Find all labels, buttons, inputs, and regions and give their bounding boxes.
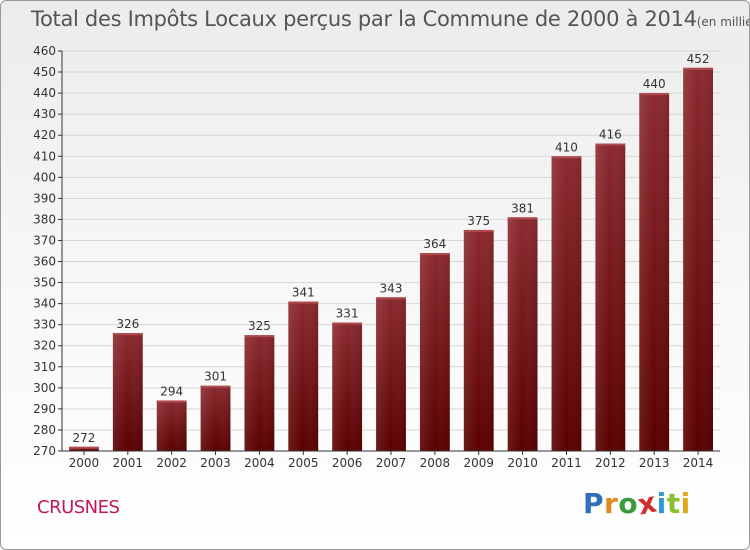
logo-letter: t bbox=[666, 487, 681, 520]
y-tick-label: 300 bbox=[33, 381, 56, 395]
x-tick-label-2010: 2010 bbox=[507, 456, 538, 470]
bar-shine-2002 bbox=[156, 400, 187, 451]
chart-title: Total des Impôts Locaux perçus par la Co… bbox=[31, 7, 749, 31]
bar-shine-2008 bbox=[419, 253, 450, 451]
bar-shine-2005 bbox=[288, 301, 319, 451]
y-tick-label: 370 bbox=[33, 233, 56, 247]
chart-title-main: Total des Impôts Locaux perçus par la Co… bbox=[31, 7, 697, 31]
y-tick-label: 450 bbox=[33, 65, 56, 79]
x-tick-label-2001: 2001 bbox=[113, 456, 144, 470]
logo-letter: r bbox=[604, 487, 619, 520]
bar-shine-2010 bbox=[507, 217, 538, 451]
logo-letter: o bbox=[618, 487, 639, 520]
bars bbox=[69, 67, 713, 452]
data-label-2002: 294 bbox=[160, 384, 183, 398]
axes: 270 280 290 300 310 320 330 340 350 360 370 380 390 4… bbox=[33, 44, 720, 470]
proxiti-logo: Proxiti bbox=[583, 485, 691, 521]
x-tick-label-2014: 2014 bbox=[683, 456, 714, 470]
data-label-2001: 326 bbox=[116, 317, 139, 331]
bar-shine-2011 bbox=[551, 156, 582, 451]
y-tick-label: 430 bbox=[33, 107, 56, 121]
data-labels: 272 326 294 301 325 341 331 343 364 375 381 410 416 4… bbox=[72, 52, 709, 445]
data-label-2010: 381 bbox=[511, 201, 534, 215]
y-tick-label: 440 bbox=[33, 86, 56, 100]
bar-cap-2000 bbox=[69, 446, 99, 449]
bar-cap-2010 bbox=[507, 217, 538, 220]
chart-title-unit: (en milliers d'€) bbox=[696, 15, 749, 29]
x-tick-label-2003: 2003 bbox=[200, 456, 231, 470]
bar-shine-2009 bbox=[463, 229, 494, 451]
data-label-2009: 375 bbox=[467, 214, 490, 228]
data-label-2013: 440 bbox=[643, 77, 666, 91]
data-label-2007: 343 bbox=[380, 281, 403, 295]
logo-letter: P bbox=[583, 487, 605, 520]
bar-shine-2000 bbox=[69, 446, 99, 451]
y-tick-label: 320 bbox=[33, 339, 56, 353]
bar-cap-2006 bbox=[332, 322, 363, 325]
bar-cap-2011 bbox=[551, 156, 582, 159]
x-tick-label-2013: 2013 bbox=[639, 456, 670, 470]
logo-letter: i bbox=[680, 487, 691, 520]
y-tick-label: 340 bbox=[33, 297, 56, 311]
bar-shine-2012 bbox=[595, 143, 626, 451]
x-tick-label-2004: 2004 bbox=[244, 456, 275, 470]
x-tick-label-2002: 2002 bbox=[156, 456, 187, 470]
bar-shine-2007 bbox=[376, 297, 406, 451]
y-tick-label: 360 bbox=[33, 255, 56, 269]
bar-cap-2013 bbox=[639, 93, 670, 96]
y-tick-label: 330 bbox=[33, 318, 56, 332]
x-tick-label-2006: 2006 bbox=[332, 456, 363, 470]
y-tick-label: 270 bbox=[33, 444, 56, 458]
bar-cap-2014 bbox=[683, 67, 713, 70]
x-tick-label-2009: 2009 bbox=[463, 456, 494, 470]
bar-cap-2007 bbox=[376, 297, 406, 300]
bar-shine-2006 bbox=[332, 322, 363, 451]
x-tick-label-2012: 2012 bbox=[595, 456, 626, 470]
bar-cap-2005 bbox=[288, 301, 319, 304]
bar-cap-2003 bbox=[200, 385, 231, 388]
y-tick-label: 390 bbox=[33, 191, 56, 205]
bar-shine-2014 bbox=[683, 67, 713, 451]
y-tick-label: 350 bbox=[33, 276, 56, 290]
data-label-2008: 364 bbox=[423, 237, 446, 251]
y-tick-label: 380 bbox=[33, 212, 56, 226]
y-tick-label: 420 bbox=[33, 128, 56, 142]
x-tick-label-2007: 2007 bbox=[376, 456, 407, 470]
data-label-2003: 301 bbox=[204, 370, 227, 384]
bar-cap-2002 bbox=[156, 400, 187, 403]
y-tick-label: 410 bbox=[33, 149, 56, 163]
bar-cap-2004 bbox=[244, 335, 275, 338]
data-label-2005: 341 bbox=[292, 286, 315, 300]
data-label-2004: 325 bbox=[248, 319, 271, 333]
bar-shine-2003 bbox=[200, 385, 231, 451]
data-label-2011: 410 bbox=[555, 140, 578, 154]
y-tick-label: 460 bbox=[33, 44, 56, 58]
x-tick-label-2008: 2008 bbox=[420, 456, 451, 470]
commune-name: CRUSNES bbox=[37, 497, 120, 518]
x-tick-label-2011: 2011 bbox=[551, 456, 582, 470]
bar-shine-2004 bbox=[244, 335, 275, 451]
bar-cap-2008 bbox=[419, 253, 450, 256]
y-tick-label: 290 bbox=[33, 402, 56, 416]
y-tick-label: 400 bbox=[33, 170, 56, 184]
bar-cap-2001 bbox=[112, 333, 143, 336]
x-tick-label-2005: 2005 bbox=[288, 456, 319, 470]
y-tick-label: 280 bbox=[33, 423, 56, 437]
x-tick-label-2000: 2000 bbox=[69, 456, 100, 470]
bar-shine-2013 bbox=[639, 93, 670, 452]
bar-cap-2009 bbox=[463, 229, 494, 232]
data-label-2014: 452 bbox=[687, 52, 710, 66]
logo-letter: i bbox=[656, 487, 667, 520]
data-label-2012: 416 bbox=[599, 128, 622, 142]
y-tick-label: 310 bbox=[33, 360, 56, 374]
bar-shine-2001 bbox=[112, 333, 143, 451]
data-label-2000: 272 bbox=[72, 431, 95, 445]
bar-cap-2012 bbox=[595, 143, 626, 146]
data-label-2006: 331 bbox=[336, 307, 359, 321]
